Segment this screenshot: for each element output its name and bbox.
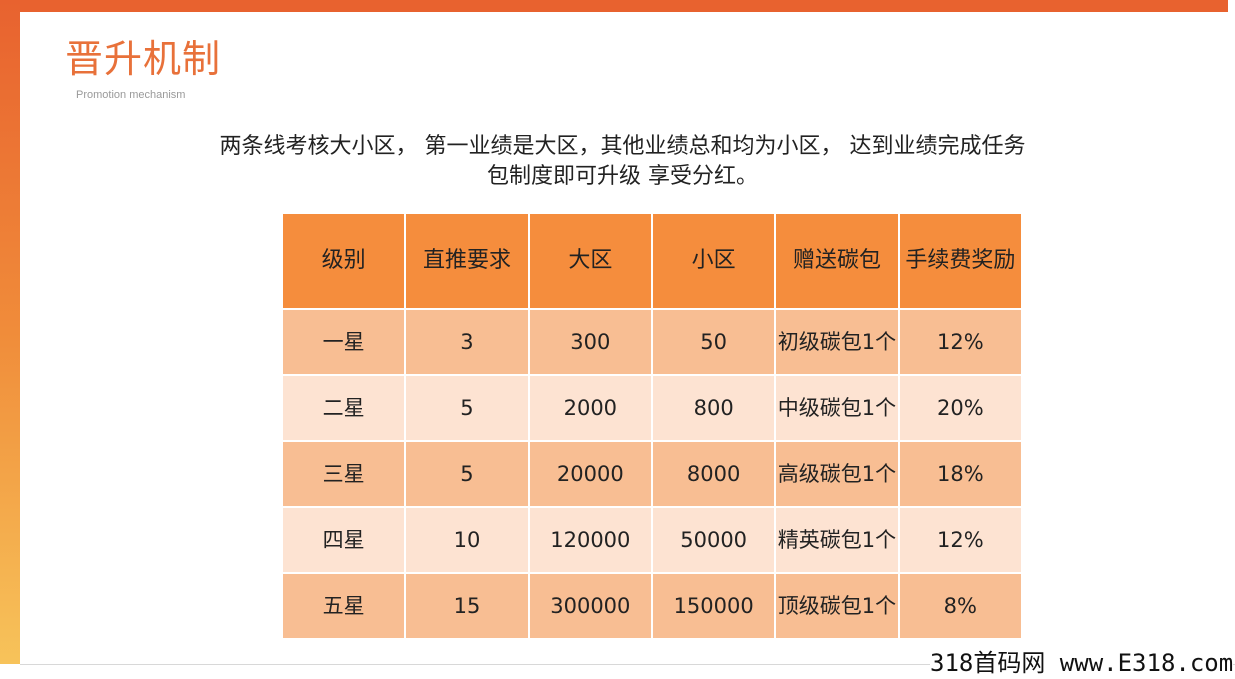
cell-direct: 15 (404, 572, 530, 640)
table-row: 五星 15 300000 150000 顶级碳包1个 8% (280, 572, 1024, 640)
cell-big-zone: 300 (527, 308, 653, 376)
header-direct: 直推要求 (404, 212, 530, 310)
intro-text: 两条线考核大小区， 第一业绩是大区，其他业绩总和均为小区， 达到业绩完成任务 包… (160, 132, 1085, 192)
cell-big-zone: 20000 (527, 440, 653, 508)
cell-direct: 5 (404, 440, 530, 508)
cell-fee-reward: 12% (897, 308, 1024, 376)
cell-gift: 高级碳包1个 (774, 440, 900, 508)
cell-small-zone: 150000 (650, 572, 777, 640)
cell-gift: 中级碳包1个 (774, 374, 900, 442)
header-big-zone: 大区 (527, 212, 653, 310)
cell-fee-reward: 12% (897, 506, 1024, 574)
cell-direct: 3 (404, 308, 530, 376)
table-header-row: 级别 直推要求 大区 小区 赠送碳包 手续费奖励 (280, 212, 1024, 310)
cell-level: 四星 (280, 506, 407, 574)
page-title: 晋升机制 (65, 37, 222, 81)
cell-gift: 顶级碳包1个 (774, 572, 900, 640)
table-row: 四星 10 120000 50000 精英碳包1个 12% (280, 506, 1024, 574)
cell-level: 三星 (280, 440, 407, 508)
intro-line-1: 两条线考核大小区， 第一业绩是大区，其他业绩总和均为小区， 达到业绩完成任务 (219, 134, 1026, 159)
cell-gift: 初级碳包1个 (774, 308, 900, 376)
page-subtitle: Promotion mechanism (76, 89, 186, 101)
bottom-divider (20, 664, 1235, 665)
site-watermark: 318首码网 www.E318.com (930, 647, 1234, 679)
header-gift: 赠送碳包 (774, 212, 900, 310)
intro-line-2: 包制度即可升级 享受分红。 (487, 164, 758, 189)
cell-small-zone: 50 (650, 308, 777, 376)
cell-direct: 10 (404, 506, 530, 574)
promotion-table: 级别 直推要求 大区 小区 赠送碳包 手续费奖励 一星 3 300 50 初级碳… (280, 212, 1024, 640)
cell-small-zone: 50000 (650, 506, 777, 574)
cell-big-zone: 300000 (527, 572, 653, 640)
left-accent-bar (0, 0, 20, 664)
cell-big-zone: 120000 (527, 506, 653, 574)
cell-level: 一星 (280, 308, 407, 376)
cell-small-zone: 8000 (650, 440, 777, 508)
header-small-zone: 小区 (650, 212, 777, 310)
cell-big-zone: 2000 (527, 374, 653, 442)
cell-fee-reward: 8% (897, 572, 1024, 640)
table-row: 三星 5 20000 8000 高级碳包1个 18% (280, 440, 1024, 508)
cell-level: 五星 (280, 572, 407, 640)
cell-fee-reward: 20% (897, 374, 1024, 442)
cell-gift: 精英碳包1个 (774, 506, 900, 574)
cell-direct: 5 (404, 374, 530, 442)
cell-small-zone: 800 (650, 374, 777, 442)
table-row: 一星 3 300 50 初级碳包1个 12% (280, 308, 1024, 376)
cell-fee-reward: 18% (897, 440, 1024, 508)
header-level: 级别 (280, 212, 407, 310)
header-fee-reward: 手续费奖励 (897, 212, 1024, 310)
cell-level: 二星 (280, 374, 407, 442)
table-row: 二星 5 2000 800 中级碳包1个 20% (280, 374, 1024, 442)
top-accent-bar (0, 0, 1228, 12)
